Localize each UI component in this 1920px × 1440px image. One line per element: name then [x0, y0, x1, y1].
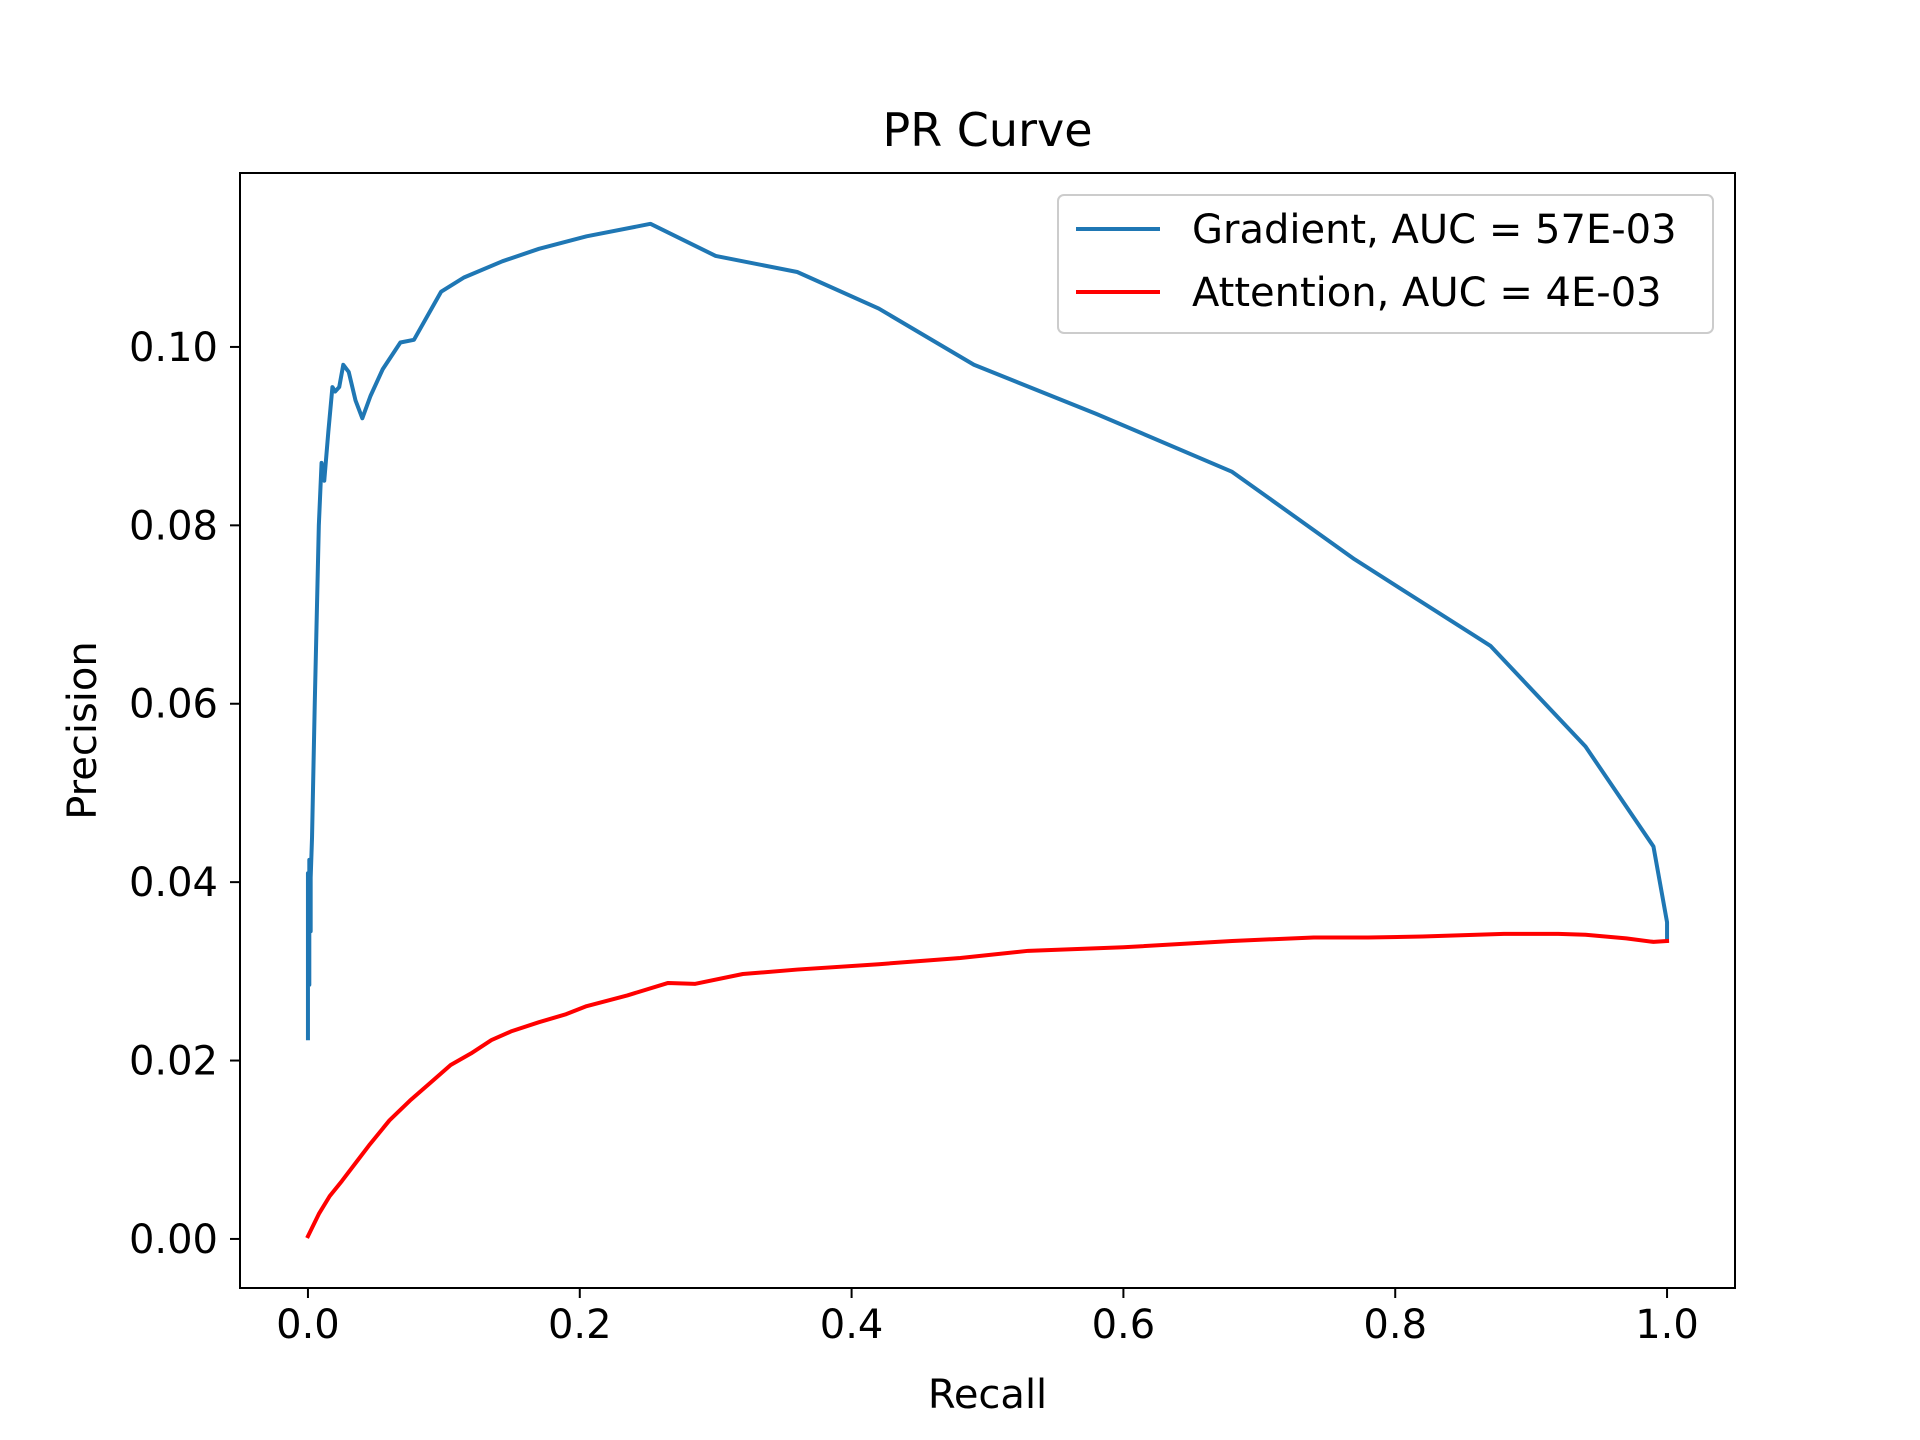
legend: Gradient, AUC = 57E-03 Attention, AUC = …: [1057, 194, 1714, 334]
x-tick-label: 0.2: [548, 1302, 612, 1348]
x-axis-ticks: 0.0 0.2 0.4 0.6 0.8 1.0: [276, 1288, 1699, 1348]
y-axis-ticks: 0.00 0.02 0.04 0.06 0.08 0.10: [129, 325, 240, 1263]
x-tick-label: 0.6: [1092, 1302, 1156, 1348]
plot-area: [239, 172, 1736, 1289]
y-axis-label: Precision: [60, 641, 106, 819]
x-tick-label: 0.0: [276, 1302, 340, 1348]
series-line-gradient: [305, 221, 1670, 1041]
x-tick-label: 1.0: [1635, 1302, 1699, 1348]
y-tick-label: 0.06: [129, 682, 218, 728]
y-tick-label: 0.04: [129, 860, 218, 906]
x-axis-label: Recall: [928, 1372, 1047, 1418]
series-layer: [305, 221, 1670, 1239]
y-tick-label: 0.02: [129, 1039, 218, 1085]
legend-label-gradient: Gradient, AUC = 57E-03: [1192, 207, 1677, 253]
axes-background: [240, 173, 1735, 1288]
legend-frame: [1057, 194, 1714, 334]
x-tick-label: 0.4: [820, 1302, 884, 1348]
x-tick-label: 0.8: [1363, 1302, 1427, 1348]
axes-frame: [239, 172, 1736, 1289]
legend-label-attention: Attention, AUC = 4E-03: [1192, 270, 1662, 316]
series-line-attention: [305, 931, 1670, 1239]
y-tick-label: 0.08: [129, 503, 218, 549]
y-tick-label: 0.00: [129, 1217, 218, 1263]
chart-title: PR Curve: [882, 103, 1092, 157]
y-tick-label: 0.10: [129, 325, 218, 371]
